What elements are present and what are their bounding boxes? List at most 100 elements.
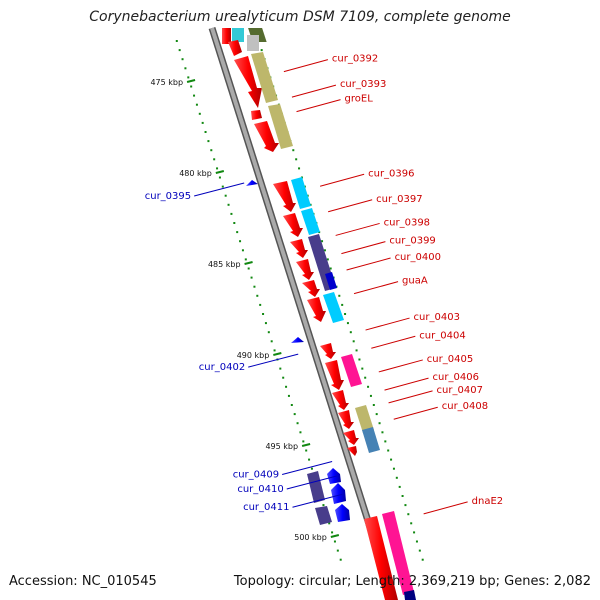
minor-tick (259, 303, 262, 306)
cds-arrow-cur-0406 (338, 410, 354, 429)
cog-box (355, 405, 374, 433)
minor-tick (341, 303, 344, 306)
minor-tick (308, 458, 311, 461)
gene-label: cur_0407 (437, 385, 483, 396)
minor-tick (364, 376, 367, 379)
map-title: Corynebacterium urealyticum DSM 7109, co… (89, 9, 511, 25)
minor-tick (421, 558, 424, 561)
minor-tick (346, 322, 349, 325)
minor-tick (279, 367, 282, 370)
cds-arrow-cur-0410 (331, 483, 346, 504)
minor-tick (293, 413, 296, 416)
minor-tick (302, 440, 305, 443)
gene-leader-line (423, 501, 468, 515)
minor-tick (418, 549, 421, 552)
gene-leader-line (296, 99, 341, 113)
cog-box (268, 104, 293, 149)
minor-tick (321, 240, 324, 243)
gene-leader-line (283, 59, 329, 73)
minor-tick (369, 394, 372, 397)
minor-tick (401, 495, 404, 497)
gene-label: groEL (345, 94, 374, 105)
gene-leader-line (335, 222, 380, 236)
minor-tick (407, 513, 410, 516)
minor-tick (230, 212, 233, 215)
cds-arrow-cur-0395 (246, 180, 258, 186)
minor-tick (260, 49, 263, 52)
cds-arrow-cur-0407 (343, 430, 359, 445)
gene-leader-line (341, 241, 386, 255)
cds-arrow-cur-0408 (347, 446, 357, 456)
scale-label: 475 kbp (150, 78, 183, 87)
minor-tick (273, 349, 276, 352)
minor-tick (204, 131, 207, 133)
gene-leader-line (353, 281, 399, 295)
gene-label: cur_0396 (368, 168, 414, 179)
minor-tick (326, 258, 329, 261)
cog-box (301, 208, 320, 235)
cog-box (247, 35, 259, 51)
minor-tick (355, 349, 358, 352)
cog-box (291, 177, 311, 209)
gene-label: cur_0411 (243, 502, 289, 513)
forward-gene-labels: cur_0392 cur_0393 groEL cur_0396 cur_0397cur… (283, 54, 503, 515)
gene-leader-line (388, 390, 433, 404)
gene-label: cur_0399 (389, 236, 435, 247)
cog-box (362, 427, 380, 453)
minor-tick (299, 431, 302, 434)
minor-tick (398, 485, 401, 488)
minor-tick (395, 476, 398, 479)
cds-arrow-cur-0400 (302, 280, 320, 297)
major-tick (273, 352, 282, 356)
cds-arrow-cur-0399 (296, 259, 314, 280)
minor-tick (201, 121, 204, 124)
minor-tick (331, 531, 334, 534)
minor-tick (175, 40, 178, 42)
gene-label: cur_0392 (332, 54, 378, 65)
scale-label: 485 kbp (208, 260, 241, 269)
gene-label: cur_0402 (199, 362, 245, 373)
minor-tick (381, 431, 384, 434)
minor-tick (323, 249, 326, 252)
minor-tick (227, 203, 230, 206)
gene-leader-line (328, 199, 373, 213)
gene-leader-line (292, 493, 343, 508)
minor-tick (290, 404, 293, 406)
forward-features (222, 28, 416, 600)
cog-box (404, 590, 416, 600)
cds-arrow-cur-0397 (283, 213, 303, 237)
gene-leader-line (194, 182, 245, 197)
gene-label: cur_0400 (395, 252, 441, 263)
scale-label: 495 kbp (265, 442, 298, 451)
minor-tick (296, 422, 299, 425)
minor-tick (295, 158, 298, 161)
minor-tick (349, 331, 352, 334)
gene-leader-line (286, 475, 337, 490)
minor-tick (390, 458, 393, 461)
minor-tick (241, 249, 244, 252)
minor-tick (178, 49, 181, 52)
minor-tick (410, 522, 413, 525)
cds-arrow-cur-0409 (327, 468, 341, 484)
minor-tick (338, 294, 341, 297)
cog-box (307, 471, 325, 503)
minor-tick (328, 522, 331, 525)
cds-arrow-cur-0405 (332, 390, 349, 410)
cds-arrow-dnae2 (364, 516, 398, 600)
gene-label: guaA (402, 276, 428, 287)
gene-leader-line (291, 84, 337, 98)
cds-arrow-groel-2 (254, 121, 279, 152)
cds-arrow-cur-0411 (335, 504, 350, 522)
gene-leader-line (346, 257, 391, 271)
minor-tick (187, 76, 190, 79)
minor-tick (236, 231, 239, 234)
major-tick (215, 170, 225, 174)
minor-tick (415, 540, 418, 543)
cog-box (323, 292, 344, 323)
cog-box (341, 354, 362, 387)
cds-arrow-cur-0402 (291, 337, 304, 343)
cog-box (232, 28, 244, 42)
minor-tick (333, 540, 336, 543)
minor-tick (322, 504, 325, 507)
minor-tick (253, 285, 256, 288)
